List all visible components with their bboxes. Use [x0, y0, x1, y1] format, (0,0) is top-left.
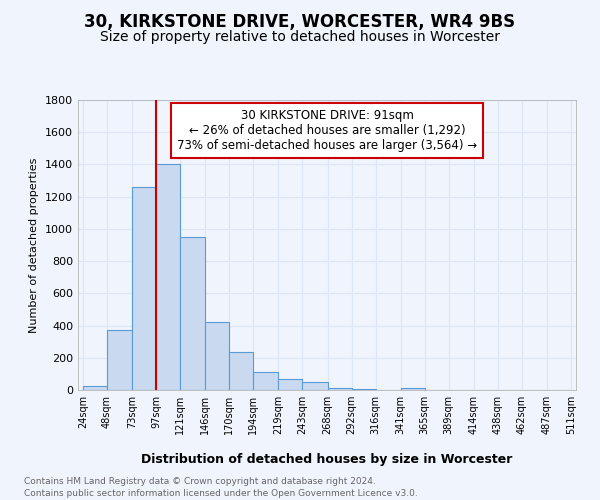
- Bar: [132, 187, 156, 390]
- Text: 30 KIRKSTONE DRIVE: 91sqm
← 26% of detached houses are smaller (1,292)
73% of se: 30 KIRKSTONE DRIVE: 91sqm ← 26% of detac…: [177, 108, 477, 152]
- Text: Distribution of detached houses by size in Worcester: Distribution of detached houses by size …: [142, 452, 512, 466]
- Bar: [180, 237, 205, 390]
- Bar: [107, 330, 132, 390]
- Bar: [302, 382, 328, 390]
- Bar: [352, 389, 376, 390]
- Bar: [401, 388, 425, 390]
- Text: 30, KIRKSTONE DRIVE, WORCESTER, WR4 9BS: 30, KIRKSTONE DRIVE, WORCESTER, WR4 9BS: [85, 12, 515, 30]
- Y-axis label: Number of detached properties: Number of detached properties: [29, 158, 40, 332]
- Bar: [83, 386, 107, 390]
- Bar: [205, 322, 229, 390]
- Text: Size of property relative to detached houses in Worcester: Size of property relative to detached ho…: [100, 30, 500, 44]
- Text: Contains public sector information licensed under the Open Government Licence v3: Contains public sector information licen…: [24, 489, 418, 498]
- Text: Contains HM Land Registry data © Crown copyright and database right 2024.: Contains HM Land Registry data © Crown c…: [24, 478, 376, 486]
- Bar: [156, 164, 180, 390]
- Bar: [328, 388, 352, 390]
- Bar: [253, 372, 278, 390]
- Bar: [278, 378, 302, 390]
- Bar: [229, 352, 253, 390]
